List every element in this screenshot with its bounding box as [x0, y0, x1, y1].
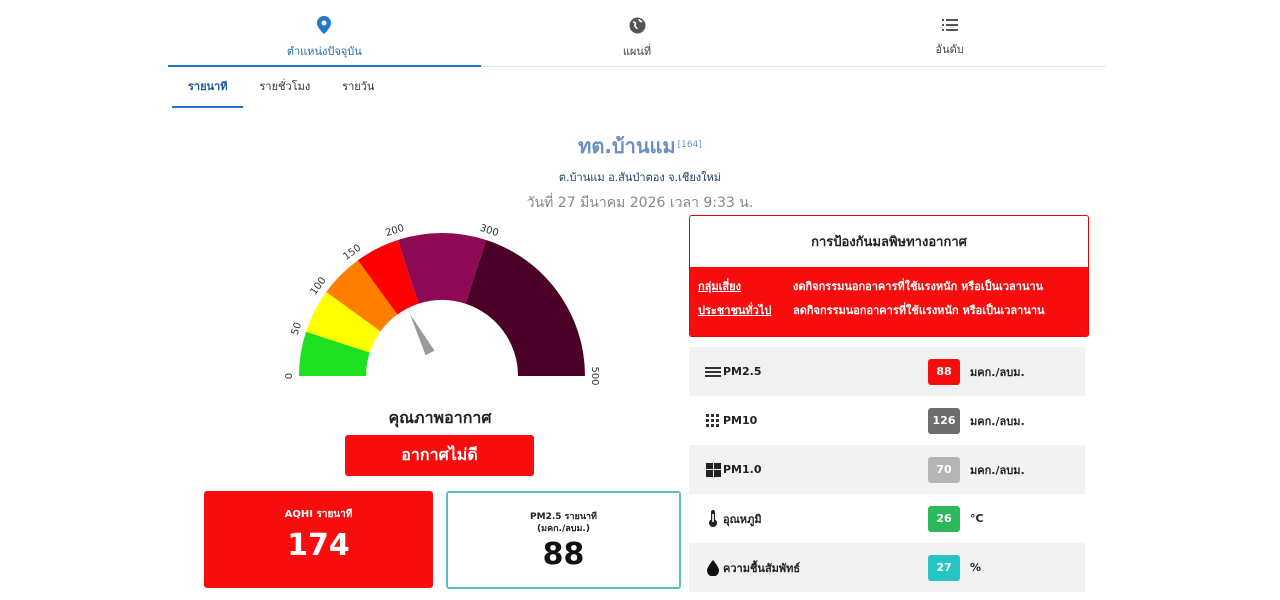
pollutant-table: PM2.5 88 มคก./ลบม. PM10 126 มคก./ลบม. PM… [689, 347, 1085, 592]
aqhi-card: AQHI รายนาที 174 [204, 491, 433, 588]
gauge-needle [409, 313, 435, 356]
tab-hourly[interactable]: รายชั่วโมง [259, 80, 311, 93]
pollutant-unit: % [970, 561, 982, 574]
air-quality-status: อากาศไม่ดี [345, 435, 534, 476]
station-name: ทต.บ้านแม [578, 134, 676, 158]
pollutant-row-pm10: PM10 126 มคก./ลบม. [689, 396, 1085, 445]
water-drop-icon [705, 559, 721, 576]
top-navigation: ตำแหน่งปัจจุบัน แผนที่ อันดับ [168, 0, 1106, 67]
pollutant-unit: °C [970, 512, 984, 525]
nav-label: แผนที่ [622, 44, 652, 58]
pollutant-value-badge: 88 [928, 358, 960, 385]
pollutant-row-pm1: PM1.0 70 มคก./ลบม. [689, 445, 1085, 494]
pm25-card-unit: (มคก./ลบม.) [537, 524, 590, 534]
pollutant-name: อุณหภูมิ [723, 512, 762, 526]
pollutant-name: ความชื้นสัมพัทธ์ [723, 561, 801, 575]
nav-map[interactable]: แผนที่ [481, 0, 794, 66]
station-address: ต.บ้านแม อ.สันป่าตอง จ.เชียงใหม่ [558, 171, 722, 184]
pollutant-unit: มคก./ลบม. [970, 365, 1025, 379]
gauge-segment [397, 233, 487, 304]
pollutant-name: PM1.0 [723, 463, 762, 476]
pm25-card-value: 88 [542, 537, 585, 572]
protection-title: การป้องกันมลพิษทางอากาศ [690, 216, 1088, 267]
globe-icon [629, 17, 645, 33]
pollutant-row-humidity: ความชื้นสัมพัทธ์ 27 % [689, 543, 1085, 592]
location-pin-icon [317, 16, 332, 34]
advice-text: งดกิจกรรมนอกอาคารที่ใช้แรงหนัก หรือเป็นเ… [793, 280, 1044, 293]
air-quality-title: คุณภาพอากาศ [388, 408, 492, 427]
gauge-tick-label: 200 [384, 223, 406, 239]
protection-advice: การป้องกันมลพิษทางอากาศ กลุ่มเสี่ยง งดกิ… [689, 215, 1089, 337]
gauge-tick-label: 300 [478, 223, 500, 239]
tab-daily[interactable]: รายวัน [342, 80, 375, 93]
windows-icon [705, 462, 721, 477]
pm25-card: PM2.5 รายนาที (มคก./ลบม.) 88 [446, 491, 681, 589]
gauge-segment [357, 239, 419, 315]
lines-icon [705, 366, 721, 378]
gauge-segment [299, 331, 370, 376]
gauge-segment [465, 239, 585, 376]
interval-tabs: รายนาที รายชั่วโมง รายวัน [172, 72, 390, 108]
advice-row: กลุ่มเสี่ยง งดกิจกรรมนอกอาคารที่ใช้แรงหน… [690, 275, 1088, 299]
pollutant-row-temperature: อุณหภูมิ 26 °C [689, 494, 1085, 543]
pm25-card-title: PM2.5 รายนาที [530, 512, 597, 522]
pollutant-name: PM10 [723, 414, 758, 427]
nav-label: ตำแหน่งปัจจุบัน [286, 45, 362, 58]
dots-grid-icon [705, 413, 721, 428]
list-icon [941, 19, 958, 31]
gauge-segment [326, 260, 398, 332]
thermometer-icon [705, 510, 721, 527]
station-datetime: วันที่ 27 มีนาคม 2026 เวลา 9:33 น. [526, 195, 754, 211]
gauge-tick-label: 0 [284, 373, 295, 379]
aqhi-value: 174 [287, 528, 350, 563]
pollutant-name: PM2.5 [723, 365, 762, 378]
gauge-tick-label: 50 [290, 321, 304, 337]
pollutant-value-badge: 126 [928, 407, 960, 434]
gauge-segment [305, 291, 381, 353]
pollutant-unit: มคก./ลบม. [970, 414, 1025, 428]
aqhi-title: AQHI รายนาที [284, 509, 353, 520]
nav-ranking[interactable]: อันดับ [793, 0, 1106, 66]
pollutant-unit: มคก./ลบม. [970, 463, 1025, 477]
tab-minutely[interactable]: รายนาที [172, 72, 244, 108]
advice-row: ประชาชนทั่วไป ลดกิจกรรมนอกอาคารที่ใช้แรง… [690, 299, 1088, 323]
pollutant-value-badge: 26 [928, 505, 960, 532]
nav-label: อันดับ [935, 43, 964, 56]
nav-current-location[interactable]: ตำแหน่งปัจจุบัน [168, 0, 481, 67]
station-id: [164] [677, 139, 702, 150]
pollutant-value-badge: 27 [928, 554, 960, 581]
pollutant-row-pm25: PM2.5 88 มคก./ลบม. [689, 347, 1085, 396]
advice-text: ลดกิจกรรมนอกอาคารที่ใช้แรงหนัก หรือเป็นเ… [793, 304, 1045, 317]
station-header: ทต.บ้านแม [164] ต.บ้านแม อ.สันป่าตอง จ.เช… [0, 130, 1280, 214]
advice-group-link[interactable]: กลุ่มเสี่ยง [698, 280, 741, 293]
gauge-tick-label: 500 [589, 366, 600, 385]
pollutant-value-badge: 70 [928, 456, 960, 483]
advice-group-link[interactable]: ประชาชนทั่วไป [698, 304, 772, 317]
